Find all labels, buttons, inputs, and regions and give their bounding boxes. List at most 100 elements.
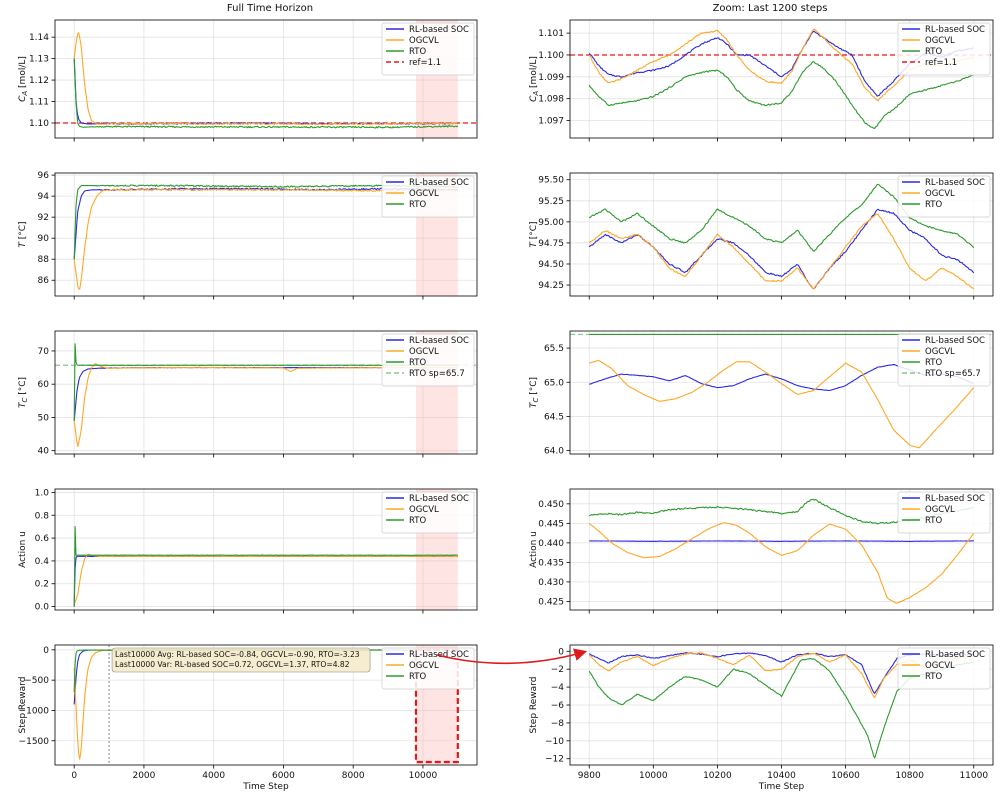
zoom-arrow xyxy=(436,648,588,665)
legend-label: RTO xyxy=(409,516,426,526)
series-ogcvl xyxy=(73,32,459,126)
y-tick-label: 1.099 xyxy=(538,73,564,83)
y-tick-label: 1.098 xyxy=(538,95,564,105)
stats-annotation: Last10000 Avg: RL-based SOC=-0.84, OGCVL… xyxy=(111,647,371,673)
legend-label: RL-based SOC xyxy=(925,650,985,660)
y-axis-label: Step Reward xyxy=(18,677,28,734)
legend-label: RTO xyxy=(925,358,942,368)
y-tick-label: 94 xyxy=(38,192,50,202)
series-rto xyxy=(588,60,974,129)
legend-label: RL-based SOC xyxy=(409,494,469,504)
y-tick-label: 94.50 xyxy=(538,260,564,270)
subplot-r_full: 0 2000 4000 6000 8000 10000 0 −500 −1000 −1500 Ste… xyxy=(18,644,478,792)
y-tick-label: 0.440 xyxy=(538,539,564,549)
y-axis-label: TC [°C] xyxy=(18,377,29,408)
y-axis-label: Action u xyxy=(529,531,539,568)
series-rto xyxy=(73,58,459,129)
y-tick-label: 95.25 xyxy=(538,197,564,207)
legend-label: OGCVL xyxy=(409,661,439,671)
legend-label: RL-based SOC xyxy=(925,336,985,346)
y-tick-label: −6 xyxy=(551,701,565,711)
x-tick-label: 10600 xyxy=(831,771,860,781)
legend-label: OGCVL xyxy=(409,505,439,515)
subplot-u_full: 0.0 0.2 0.4 0.6 0.8 1.0 Action u RL-based SOCOG… xyxy=(18,488,478,614)
grid xyxy=(55,331,477,454)
axes-frame xyxy=(54,488,478,611)
legend-label: RTO xyxy=(925,200,942,210)
axes-frame xyxy=(54,330,478,455)
y-tick-label: 64.0 xyxy=(544,447,564,457)
y-tick-label: 92 xyxy=(38,213,49,223)
y-axis-label: T [°C] xyxy=(18,221,28,247)
y-tick-label: 1.13 xyxy=(29,55,49,65)
legend-label: OGCVL xyxy=(925,189,955,199)
subplot-r_zoom: 9800 10000 10200 10400 10600 10800 11000 0 −2 −4 −… xyxy=(529,644,994,792)
y-tick-label: −12 xyxy=(545,755,564,765)
legend-label: RTO sp=65.7 xyxy=(409,369,465,379)
x-tick-label: 10200 xyxy=(703,771,732,781)
legend-label: RL-based SOC xyxy=(925,178,985,188)
legend-label: RTO xyxy=(409,200,426,210)
y-tick-label: 1.097 xyxy=(538,117,564,127)
stats-annotation-line: Last10000 Avg: RL-based SOC=-0.84, OGCVL… xyxy=(115,650,360,659)
y-tick-label: −500 xyxy=(24,676,49,686)
subplot-t_zoom: 94.25 94.50 94.75 95.00 95.25 95.50 T [°C] RL-b… xyxy=(529,172,994,300)
legend-label: RL-based SOC xyxy=(409,25,469,35)
legend-label: RTO sp=65.7 xyxy=(925,369,981,379)
y-axis-label: Step Reward xyxy=(529,677,539,734)
legend-label: RTO xyxy=(925,47,942,57)
legend-label: OGCVL xyxy=(925,347,955,357)
y-tick-label: 90 xyxy=(38,234,50,244)
y-tick-label: −10 xyxy=(545,737,564,747)
legend-label: RTO xyxy=(409,47,426,57)
x-axis-label: Time Step xyxy=(758,782,805,792)
subplot-u_zoom: 0.425 0.430 0.435 0.440 0.445 0.450 Action u RL… xyxy=(529,488,994,614)
y-tick-label: 95.00 xyxy=(538,218,564,228)
series-rto xyxy=(589,183,975,252)
y-tick-label: −8 xyxy=(551,719,565,729)
y-tick-label: 50 xyxy=(38,413,50,423)
y-tick-label: 0.0 xyxy=(35,603,50,613)
stats-annotation-line: Last10000 Var: RL-based SOC=0.72, OGCVL=… xyxy=(115,660,350,669)
y-tick-label: 40 xyxy=(38,447,50,457)
axes-frame xyxy=(54,644,478,766)
y-tick-label: 60 xyxy=(38,380,50,390)
y-tick-label: 0.425 xyxy=(538,597,564,607)
legend-label: RL-based SOC xyxy=(409,178,469,188)
y-tick-label: 88 xyxy=(38,255,50,265)
y-tick-label: −2 xyxy=(551,665,564,675)
legend-label: ref=1.1 xyxy=(409,58,441,68)
y-tick-label: −1500 xyxy=(19,737,50,747)
y-tick-label: 0.6 xyxy=(35,534,50,544)
axes-frame xyxy=(54,172,478,297)
y-tick-label: 0.435 xyxy=(538,558,564,568)
legend-label: RL-based SOC xyxy=(409,336,469,346)
legend-label: ref=1.1 xyxy=(925,58,957,68)
y-tick-label: −4 xyxy=(551,683,565,693)
y-tick-label: 1.12 xyxy=(29,76,49,86)
y-tick-label: 65.0 xyxy=(544,378,564,388)
y-tick-label: 96 xyxy=(38,171,50,181)
title-right: Zoom: Last 1200 steps xyxy=(712,3,828,14)
legend-label: RTO xyxy=(925,516,942,526)
subplot-ca_full: 1.10 1.11 1.12 1.13 1.14 CA [mol/L] RL-based S… xyxy=(18,19,478,142)
legend-label: OGCVL xyxy=(925,661,955,671)
y-tick-label: 70 xyxy=(38,347,50,357)
legend-label: OGCVL xyxy=(409,347,439,357)
y-tick-label: 0.450 xyxy=(538,500,564,510)
grid xyxy=(55,20,477,138)
x-tick-label: 10800 xyxy=(895,771,924,781)
subplot-tc_zoom: 64.0 64.5 65.0 65.5 TC [°C] RL-based SOCOGCVL… xyxy=(529,330,994,458)
y-tick-label: 64.5 xyxy=(544,412,564,422)
y-tick-label: 1.11 xyxy=(29,98,49,108)
grid xyxy=(55,489,477,610)
x-tick-label: 9800 xyxy=(578,771,601,781)
